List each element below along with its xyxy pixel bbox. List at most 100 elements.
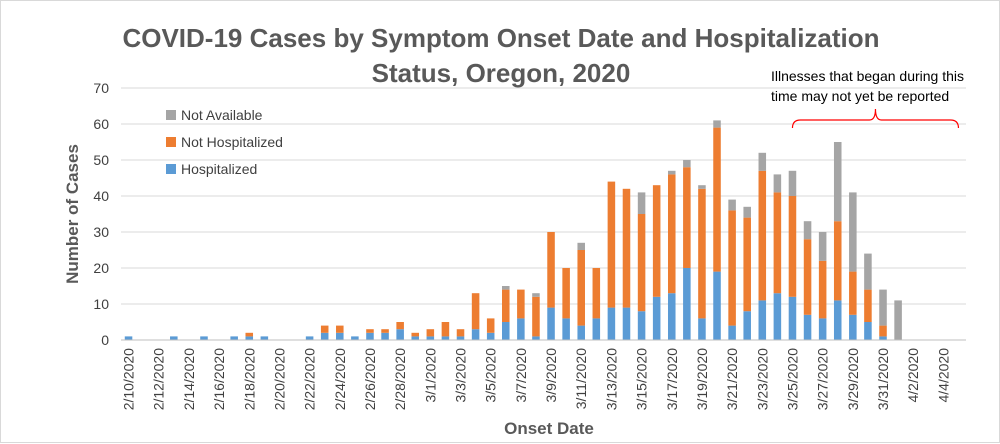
bar-not-hospitalized	[728, 210, 736, 326]
bar-hospitalized	[667, 293, 676, 340]
bar-hospitalized	[336, 332, 344, 340]
x-tick-label: 3/5/2020	[483, 348, 499, 403]
bar-not-hospitalized	[803, 239, 812, 315]
bar-not-hospitalized	[592, 268, 601, 319]
bar-not-hospitalized	[864, 289, 872, 322]
bar-not-hospitalized	[396, 322, 404, 330]
x-tick-label: 3/21/2020	[724, 348, 740, 410]
bar-not-hospitalized	[773, 192, 782, 294]
x-axis-title: Onset Date	[504, 419, 594, 438]
bar-not-hospitalized	[245, 332, 254, 337]
bar-not-hospitalized	[562, 268, 570, 319]
x-tick-label: 2/16/2020	[211, 348, 227, 410]
bar-not-available	[637, 192, 646, 214]
bar-not-hospitalized	[411, 332, 420, 337]
x-tick-label: 4/4/2020	[935, 348, 951, 403]
y-tick-label: 70	[93, 80, 109, 96]
bar-hospitalized	[879, 336, 887, 340]
x-tick-label: 3/17/2020	[664, 348, 680, 410]
x-tick-label: 3/29/2020	[845, 348, 861, 410]
bar-not-hospitalized	[456, 329, 465, 337]
bar-hospitalized	[622, 307, 631, 340]
bar-hospitalized	[170, 336, 178, 340]
x-tick-label: 3/25/2020	[784, 348, 800, 410]
bar-hospitalized	[713, 271, 721, 340]
bar-hospitalized	[607, 307, 616, 340]
x-tick-label: 4/2/2020	[905, 348, 921, 403]
bar-hospitalized	[577, 325, 585, 340]
bar-hospitalized	[849, 314, 857, 340]
x-tick-label: 3/15/2020	[634, 348, 650, 410]
bar-hospitalized	[818, 318, 827, 340]
bar-hospitalized	[788, 296, 797, 340]
annotation-bracket	[791, 108, 960, 129]
y-tick-label: 30	[93, 224, 109, 240]
bar-hospitalized	[698, 318, 706, 340]
bar-not-hospitalized	[426, 329, 435, 337]
x-tick-label: 3/19/2020	[694, 348, 710, 410]
x-tick-label: 3/1/2020	[422, 348, 438, 403]
annotation-line-1: Illnesses that began during this	[771, 68, 964, 84]
bar-hospitalized	[456, 336, 465, 340]
bar-not-hospitalized	[381, 329, 389, 333]
bar-hospitalized	[758, 300, 767, 340]
y-axis-ticks: 0 10 20 30 40 50 60 70	[93, 80, 109, 348]
bar-hospitalized	[351, 336, 359, 340]
bar-hospitalized	[652, 296, 661, 340]
bar-not-hospitalized	[713, 127, 721, 272]
bars	[124, 120, 902, 340]
y-tick-label: 60	[93, 116, 109, 132]
bar-hospitalized	[426, 336, 435, 340]
x-tick-label: 2/10/2020	[121, 348, 137, 410]
annotation-line-2: time may not yet be reported	[771, 88, 949, 104]
bar-not-hospitalized	[849, 271, 857, 315]
bar-not-available	[683, 160, 691, 168]
bar-hospitalized	[381, 332, 389, 340]
bar-not-hospitalized	[698, 188, 706, 319]
bar-not-available	[864, 253, 872, 290]
bar-not-available	[849, 192, 857, 272]
x-axis-ticks: 2/10/2020 2/12/2020 2/14/2020 2/16/2020 2/18…	[121, 348, 952, 411]
bar-not-available	[879, 289, 887, 326]
legend-label: Not Hospitalized	[181, 134, 283, 150]
bar-hospitalized	[532, 336, 540, 340]
bar-not-hospitalized	[879, 325, 887, 337]
bar-not-hospitalized	[622, 188, 631, 308]
bar-hospitalized	[637, 311, 646, 340]
annotation: Illnesses that began during this time ma…	[771, 68, 964, 129]
y-tick-label: 40	[93, 188, 109, 204]
bar-not-available	[728, 199, 736, 211]
y-tick-label: 0	[101, 332, 109, 348]
bar-hospitalized	[260, 336, 269, 340]
bar-not-available	[758, 152, 767, 171]
bar-hospitalized	[411, 336, 420, 340]
bar-hospitalized	[562, 318, 570, 340]
bar-not-available	[577, 242, 585, 250]
bar-not-hospitalized	[818, 260, 827, 319]
bar-not-hospitalized	[758, 170, 767, 301]
bar-not-hospitalized	[577, 250, 585, 326]
bar-hospitalized	[230, 336, 238, 340]
bar-not-hospitalized	[532, 296, 540, 337]
x-tick-label: 2/14/2020	[181, 348, 197, 410]
bar-hospitalized	[366, 332, 374, 340]
bar-hospitalized	[502, 322, 510, 340]
bar-not-hospitalized	[833, 221, 842, 301]
chart-title-line-1: COVID-19 Cases by Symptom Onset Date and…	[122, 23, 879, 53]
bar-not-available	[773, 174, 782, 193]
bar-not-hospitalized	[667, 174, 676, 294]
bar-not-available	[833, 142, 842, 222]
bar-not-available	[713, 120, 721, 128]
legend-label: Not Available	[181, 107, 263, 123]
bar-not-available	[788, 170, 797, 196]
x-tick-label: 3/27/2020	[815, 348, 831, 410]
x-tick-label: 3/31/2020	[875, 348, 891, 410]
bar-not-available	[894, 300, 902, 340]
bar-hospitalized	[728, 325, 736, 340]
legend-label: Hospitalized	[181, 161, 257, 177]
bar-not-hospitalized	[652, 185, 661, 297]
bar-not-hospitalized	[441, 322, 450, 337]
x-tick-label: 3/13/2020	[603, 348, 619, 410]
bar-hospitalized	[124, 336, 133, 340]
